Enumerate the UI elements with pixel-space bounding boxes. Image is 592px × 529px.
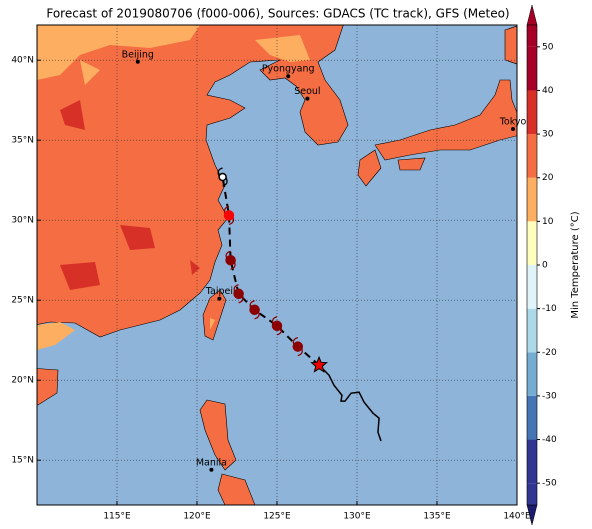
- x-tick-label: 135°E: [423, 512, 451, 522]
- warm-patch: [60, 100, 200, 290]
- mainland: [37, 25, 349, 338]
- city-label: Tokyo: [499, 117, 527, 128]
- forecast-point: [225, 254, 236, 266]
- city-dot: [209, 467, 214, 472]
- cool-patch: [37, 25, 310, 80]
- colorbar-extend-top: [526, 4, 538, 26]
- hokkaido: [504, 25, 517, 65]
- city-dot: [286, 74, 291, 79]
- forecast-track: [221, 176, 320, 366]
- colorbar-bin: [527, 90, 537, 135]
- colorbar-bin: [527, 395, 537, 440]
- x-tick-label: 115°E: [103, 512, 131, 522]
- luzon: [199, 399, 237, 471]
- kyushu: [357, 149, 382, 187]
- y-tick-label: 25°N: [11, 296, 34, 306]
- y-tick-label: 20°N: [11, 376, 34, 386]
- colorbar-tick-label: 40: [542, 86, 554, 96]
- city-label: Manila: [196, 457, 227, 468]
- city-label: Beijing: [122, 49, 154, 60]
- colorbar-end: [527, 483, 537, 505]
- forecast-point: [271, 320, 283, 332]
- city-dot: [135, 59, 140, 64]
- hainan: [37, 368, 59, 406]
- map-title: Forecast of 2019080706 (f000-006), Sourc…: [46, 7, 509, 21]
- past-track: [318, 364, 382, 442]
- city-label: Taipei: [205, 286, 233, 297]
- visayas: [217, 473, 256, 505]
- colorbar-tick-label: -10: [542, 304, 557, 314]
- colorbar-tick-label: 20: [542, 173, 554, 183]
- colorbar-tick-label: 0: [542, 261, 548, 271]
- city-label: Pyongyang: [262, 64, 315, 75]
- city-label: Seoul: [294, 86, 320, 97]
- colorbar-bin: [527, 352, 537, 396]
- cool-patch: [210, 318, 215, 330]
- colorbar-tick-label: 10: [542, 217, 554, 227]
- colorbar-bin: [527, 265, 537, 309]
- colorbar-bin: [527, 177, 537, 222]
- colorbar-tick-label: -30: [542, 391, 557, 401]
- y-tick-label: 35°N: [11, 136, 34, 146]
- colorbar-label: Min Temperature (°C): [570, 211, 581, 318]
- map-area: [37, 25, 517, 505]
- x-tick-label: 120°E: [183, 512, 211, 522]
- city-dot: [217, 296, 222, 301]
- colorbar-end: [527, 25, 537, 47]
- colorbar-bin: [527, 308, 537, 353]
- colorbar-tick-label: -50: [542, 479, 557, 489]
- colorbar-tick-label: 30: [542, 130, 554, 140]
- colorbar-bin: [527, 221, 537, 265]
- forecast-point: [249, 304, 260, 316]
- forecast-point: [223, 210, 235, 221]
- city-dot: [305, 96, 310, 101]
- y-tick-label: 40°N: [11, 56, 34, 66]
- x-tick-label: 125°E: [263, 512, 291, 522]
- current-position: [310, 355, 328, 373]
- forecast-point: [233, 288, 244, 300]
- colorbar-tick-label: -20: [542, 348, 557, 358]
- x-tick-label: 140°E: [503, 512, 531, 522]
- colorbar-bin: [527, 46, 537, 91]
- forecast-point: [218, 172, 227, 182]
- y-tick-label: 15°N: [11, 456, 34, 466]
- overlay: [37, 25, 517, 505]
- x-tick-label: 130°E: [343, 512, 371, 522]
- colorbar-tick-label: 50: [542, 42, 554, 52]
- colorbar-bin: [527, 439, 537, 484]
- forecast-point: [292, 341, 304, 352]
- y-tick-label: 30°N: [11, 216, 34, 226]
- colorbar-bin: [527, 134, 537, 178]
- city-dot: [511, 127, 515, 131]
- colorbar-tick-label: -40: [542, 435, 557, 445]
- shikoku: [397, 157, 426, 171]
